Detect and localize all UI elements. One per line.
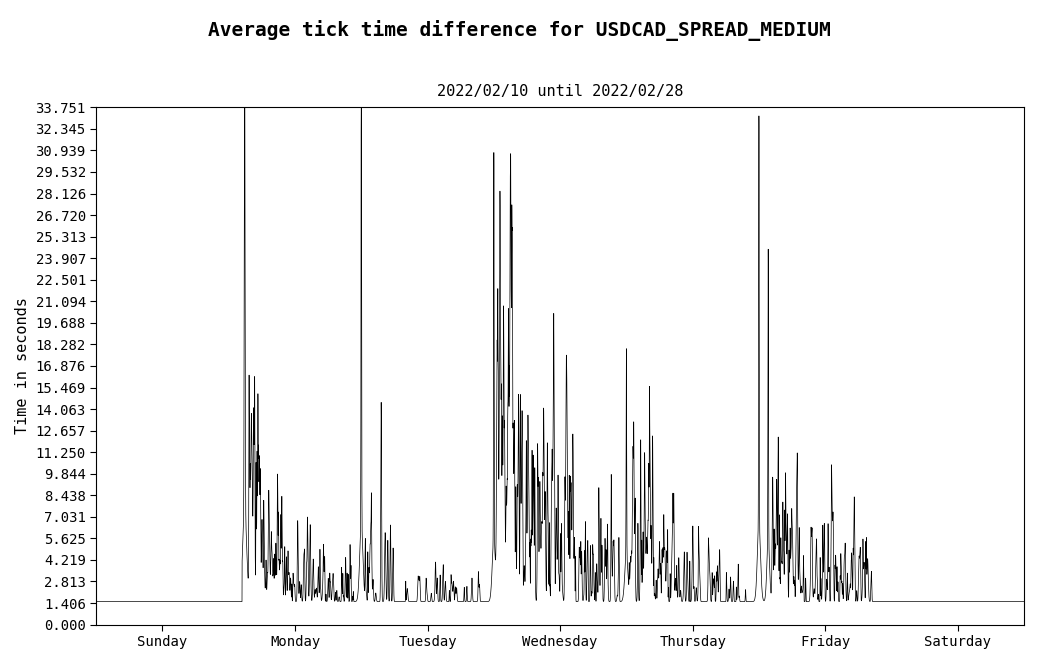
Title: 2022/02/10 until 2022/02/28: 2022/02/10 until 2022/02/28 xyxy=(437,84,684,99)
Y-axis label: Time in seconds: Time in seconds xyxy=(15,297,30,434)
Text: Average tick time difference for USDCAD_SPREAD_MEDIUM: Average tick time difference for USDCAD_… xyxy=(208,20,831,41)
